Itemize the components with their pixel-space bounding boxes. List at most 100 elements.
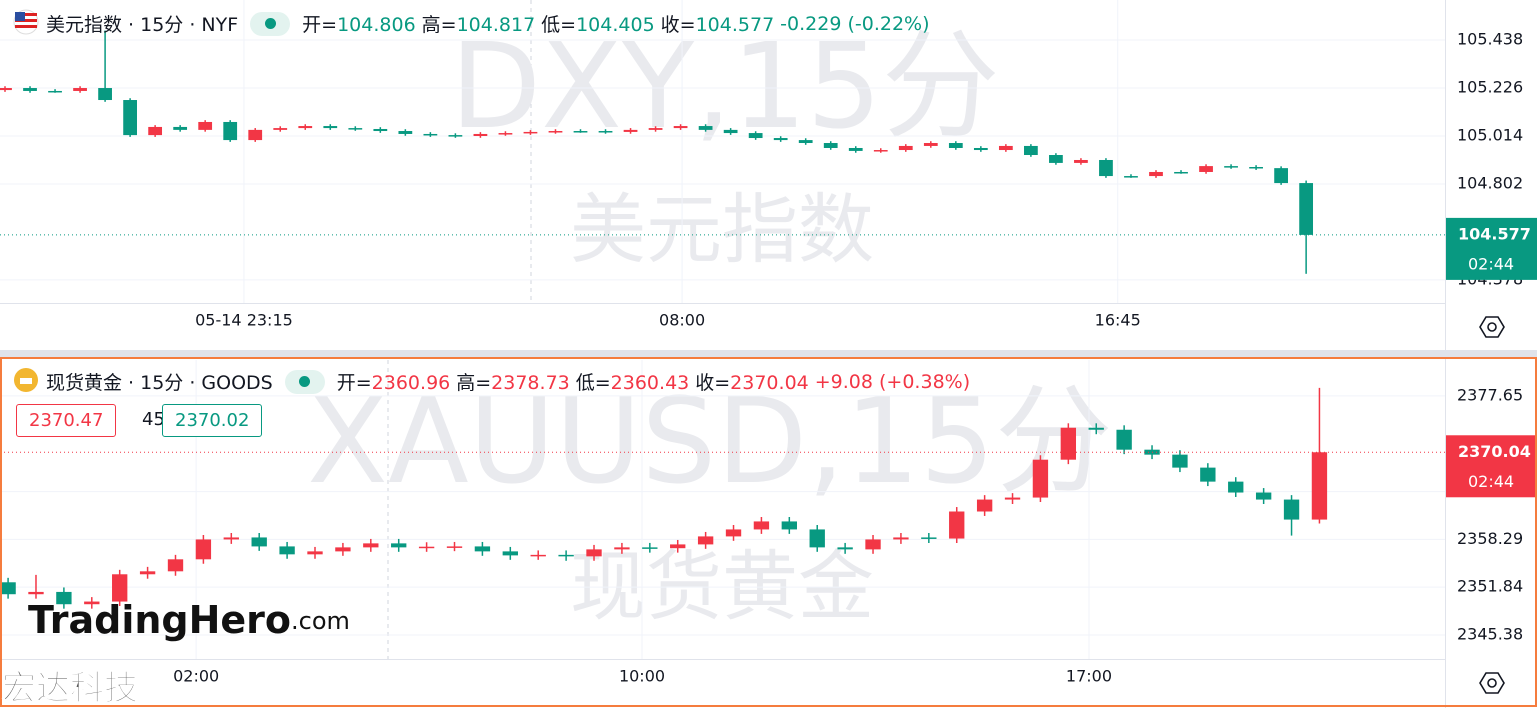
visibility-toggle[interactable] bbox=[284, 369, 325, 394]
ohlc-item: 低=2360.43 bbox=[576, 368, 690, 395]
candle-body bbox=[548, 131, 563, 133]
candle-body bbox=[502, 551, 518, 556]
candle-body bbox=[898, 145, 913, 151]
ohlc-item: 高=2378.73 bbox=[456, 368, 570, 395]
candle-body bbox=[323, 126, 338, 129]
ohlc-item: 收=2370.04 bbox=[695, 368, 809, 395]
settings-icon[interactable] bbox=[1479, 316, 1505, 338]
active-pane-border bbox=[0, 357, 1537, 707]
candle-body bbox=[798, 140, 813, 144]
name-watermark: 美元指数 bbox=[570, 185, 874, 274]
y-tick-label: 105.014 bbox=[1457, 125, 1523, 144]
candle-body bbox=[1249, 167, 1263, 169]
candle-body bbox=[1124, 176, 1138, 178]
legend: 美元指数 · 15分 · NYF 开=104.806 高=104.817 低=104.… bbox=[46, 10, 930, 37]
countdown: 02:44 bbox=[1468, 472, 1514, 491]
candle-body bbox=[753, 521, 770, 530]
candle-body bbox=[773, 138, 788, 141]
price-label: 2370.04 bbox=[1458, 442, 1531, 461]
logo-suffix: .com bbox=[291, 607, 350, 635]
price-axis-line bbox=[1445, 0, 1446, 708]
price-label-bg bbox=[1446, 217, 1537, 280]
candle-body bbox=[23, 88, 37, 91]
candle-body bbox=[373, 128, 388, 132]
candle-body bbox=[1224, 166, 1238, 168]
candle-body bbox=[98, 88, 112, 101]
candle-body bbox=[273, 128, 288, 130]
logo: TradingHero.com bbox=[28, 598, 350, 642]
candle-body bbox=[642, 547, 658, 549]
candle-body bbox=[976, 499, 993, 512]
candle-body bbox=[837, 547, 853, 550]
candle-body bbox=[623, 129, 638, 132]
candle-body bbox=[530, 554, 546, 557]
symbol-watermark: XAUUSD,15分 bbox=[307, 372, 1113, 510]
candle-body bbox=[998, 145, 1013, 151]
ohlc-label: 收= bbox=[660, 14, 696, 36]
ohlc-item: 开=2360.96 bbox=[337, 368, 451, 395]
settings-icon[interactable] bbox=[1479, 672, 1505, 694]
candle-body bbox=[1149, 171, 1163, 177]
candle-body bbox=[298, 126, 313, 129]
y-tick-label: 2377.65 bbox=[1457, 385, 1523, 404]
candle-body bbox=[698, 126, 713, 130]
candle-body bbox=[473, 133, 488, 136]
candle-body bbox=[1200, 467, 1216, 482]
candle-body bbox=[363, 543, 379, 548]
ohlc-value: 104.817 bbox=[456, 14, 536, 36]
y-tick-label: 105.438 bbox=[1457, 30, 1523, 49]
change: -0.229 (-0.22%) bbox=[780, 12, 930, 35]
ohlc-item: 开=104.806 bbox=[302, 10, 416, 37]
symbol-title: 现货黄金 · 15分 · GOODS bbox=[46, 372, 273, 394]
candle-body bbox=[73, 88, 87, 91]
candle-body bbox=[139, 571, 156, 575]
candle-body bbox=[1060, 427, 1077, 460]
candle-body bbox=[28, 591, 44, 595]
symbol-title: 美元指数 · 15分 · NYF bbox=[46, 14, 239, 36]
candle-body bbox=[1088, 427, 1104, 430]
candle-body bbox=[84, 601, 100, 605]
candle-body bbox=[398, 131, 413, 134]
plot-area: 105.438105.226105.014104.802104.37805-14… bbox=[0, 0, 1537, 686]
candle-body bbox=[498, 133, 513, 135]
candle-body bbox=[1172, 454, 1188, 468]
candle-body bbox=[973, 147, 988, 151]
y-tick-label: 105.226 bbox=[1457, 78, 1523, 97]
ohlc-label: 高= bbox=[456, 372, 492, 394]
candle-body bbox=[1099, 159, 1113, 177]
x-tick-label: 17:00 bbox=[1066, 667, 1112, 686]
candle-body bbox=[1299, 183, 1314, 235]
ohlc-label: 开= bbox=[302, 14, 338, 36]
x-tick-label: 02:00 bbox=[173, 667, 219, 686]
y-tick-label: 2345.38 bbox=[1457, 625, 1523, 644]
candle-body bbox=[223, 121, 238, 141]
change: +9.08 (+0.38%) bbox=[814, 370, 971, 393]
x-tick-label: 08:00 bbox=[659, 311, 705, 330]
ohlc-value: 104.405 bbox=[576, 14, 655, 36]
candle-body bbox=[923, 143, 938, 146]
candle-body bbox=[523, 131, 538, 134]
candle-body bbox=[723, 129, 738, 134]
countdown: 02:44 bbox=[1468, 254, 1514, 273]
bid-box[interactable]: 2370.47 bbox=[16, 404, 117, 437]
candle-body bbox=[648, 128, 663, 130]
ohlc-label: 收= bbox=[695, 372, 731, 394]
symbol-watermark: DXY,15分 bbox=[450, 17, 999, 155]
candle-body bbox=[1283, 499, 1300, 520]
ask-box[interactable]: 2370.02 bbox=[162, 404, 263, 437]
ohlc-value: 2378.73 bbox=[491, 372, 570, 394]
candle-body bbox=[223, 537, 239, 540]
ohlc-value: 2370.04 bbox=[730, 372, 809, 394]
candle-body bbox=[848, 147, 863, 151]
visibility-toggle[interactable] bbox=[250, 11, 291, 36]
candle-body bbox=[873, 150, 888, 152]
candle-body bbox=[279, 546, 295, 555]
candle-body bbox=[148, 126, 163, 136]
candle-body bbox=[893, 537, 909, 540]
logo-main: TradingHero bbox=[28, 598, 291, 642]
y-tick-label: 2358.29 bbox=[1457, 529, 1523, 548]
candle-body bbox=[307, 551, 323, 555]
candle-body bbox=[348, 128, 363, 130]
